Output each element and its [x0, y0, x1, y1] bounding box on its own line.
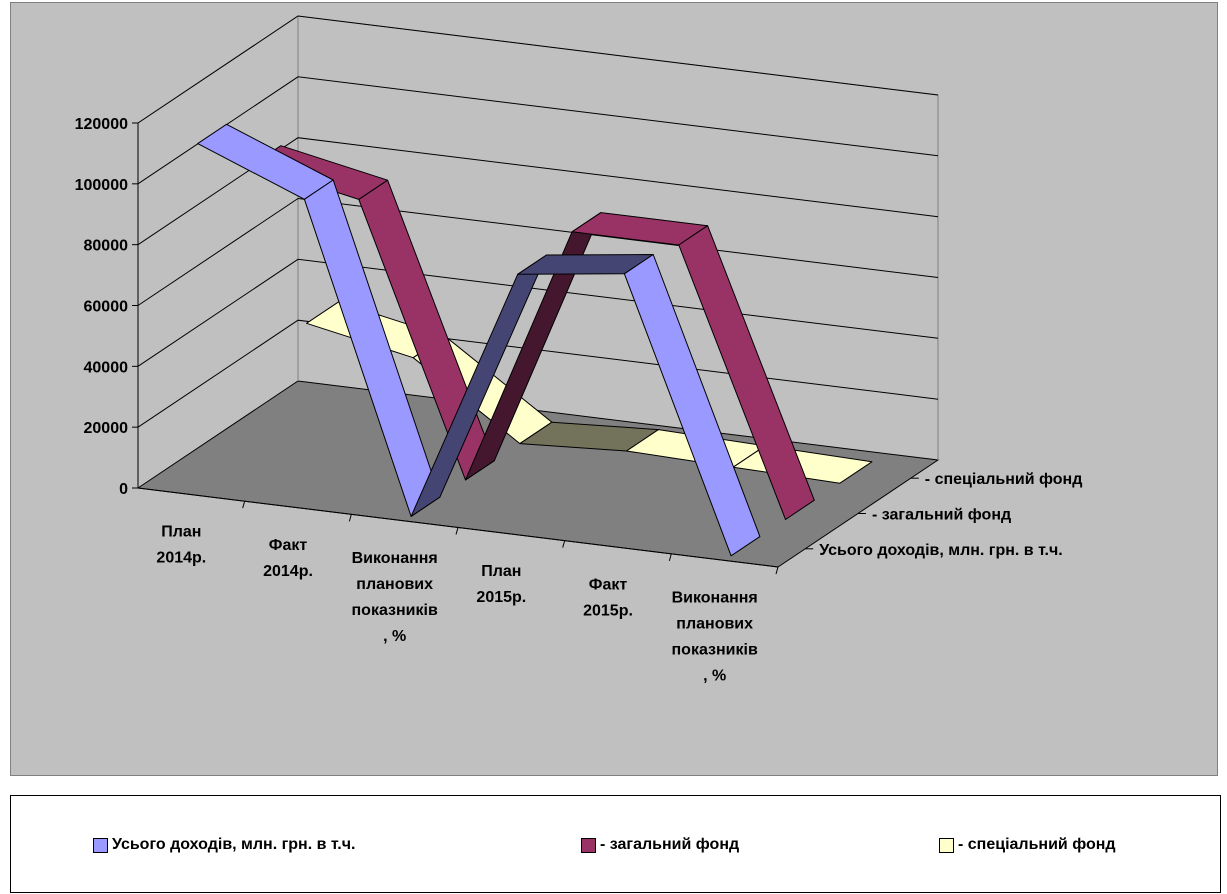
x-tick-mark	[775, 566, 779, 575]
category-label: показників	[352, 602, 438, 619]
legend-label-general-fund: - загальний фонд	[600, 836, 740, 853]
gridline	[137, 319, 939, 428]
legend-label-special-fund: - спеціальний фонд	[958, 836, 1116, 853]
legend-item-special-fund: - спеціальний фонд	[939, 836, 1116, 854]
category-label: Факт	[269, 537, 308, 554]
y-tick-label: 20000	[84, 420, 129, 437]
category-label: Виконання	[672, 589, 758, 606]
y-tick-label: 80000	[84, 238, 129, 255]
category-label: показників	[672, 641, 758, 658]
gridline	[137, 197, 939, 306]
series-depth-label: Усього доходів, млн. грн. в т.ч.	[819, 542, 1062, 559]
x-tick-mark	[562, 540, 566, 548]
x-tick-mark	[348, 514, 352, 522]
legend-swatch-total	[93, 837, 108, 853]
category-label: 2015р.	[583, 602, 633, 619]
legend: Усього доходів, млн. грн. в т.ч. - загал…	[10, 795, 1221, 893]
legend-label-total: Усього доходів, млн. грн. в т.ч.	[112, 836, 356, 853]
category-label: , %	[383, 628, 406, 645]
category-label: планових	[356, 576, 433, 593]
y-tick-label: 100000	[75, 177, 128, 194]
x-tick-mark	[455, 527, 459, 535]
y-tick-label: 120000	[75, 116, 128, 133]
ribbon-segment	[678, 225, 815, 520]
y-tick-label: 40000	[84, 359, 129, 376]
gridline	[137, 137, 939, 246]
y-tick-label: 60000	[84, 299, 129, 316]
category-label: , %	[703, 667, 726, 684]
gridline	[137, 15, 939, 124]
category-label: Факт	[589, 576, 628, 593]
legend-swatch-general-fund	[581, 837, 596, 853]
legend-item-general-fund: - загальний фонд	[581, 836, 739, 854]
series-depth-label: - спеціальний фонд	[925, 471, 1083, 488]
x-tick-mark	[242, 501, 246, 509]
category-label: 2015р.	[476, 589, 526, 606]
legend-item-total: Усього доходів, млн. грн. в т.ч.	[93, 836, 355, 854]
legend-swatch-special-fund	[939, 837, 954, 853]
series-depth-label: - загальний фонд	[872, 507, 1011, 524]
y-tick-label: 0	[119, 481, 128, 498]
category-label: 2014р.	[263, 563, 313, 580]
x-tick-mark	[668, 553, 672, 561]
category-label: План	[481, 563, 521, 580]
chart-area: 0 20000 40000 60000 80000 100000 120000 План 201…	[10, 2, 1218, 776]
category-label: планових	[676, 615, 753, 632]
category-label: Виконання	[352, 550, 438, 567]
ribbon-series-0	[197, 123, 761, 557]
gridline	[137, 76, 939, 185]
ribbon-segment	[623, 254, 761, 557]
category-label: 2014р.	[156, 550, 206, 567]
category-label: План	[161, 524, 201, 541]
line-chart-3d: 0 20000 40000 60000 80000 100000 120000 План 201…	[75, 15, 1083, 684]
